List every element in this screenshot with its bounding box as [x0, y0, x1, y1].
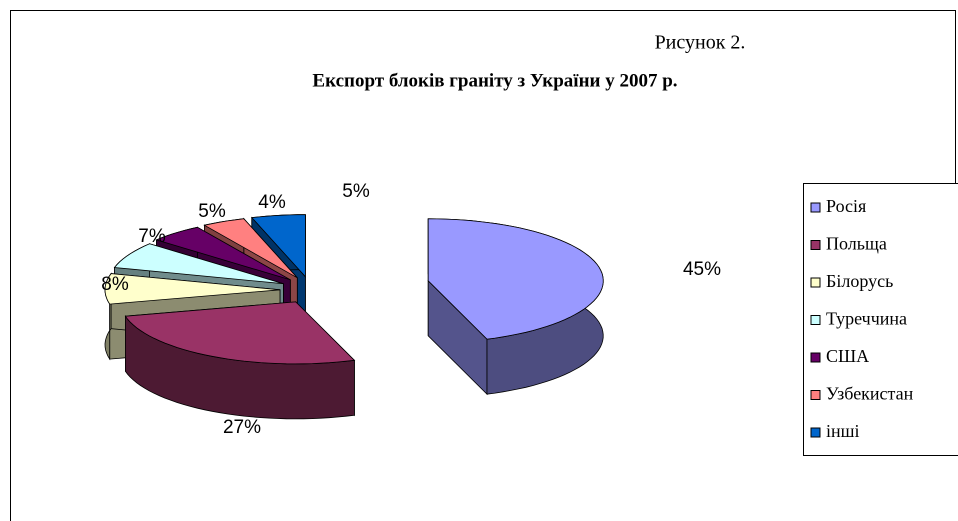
- legend-label: Узбекистан: [826, 384, 914, 404]
- legend-swatch: [810, 390, 821, 400]
- chart-caption: Рисунок 2.: [655, 32, 746, 54]
- legend-swatch: [810, 315, 821, 325]
- slice: [113, 243, 284, 285]
- data-label: 4%: [258, 192, 286, 213]
- legend-swatch: [810, 427, 821, 438]
- slice: [427, 218, 604, 340]
- legend-swatch: [810, 352, 821, 363]
- frame: [10, 10, 956, 521]
- slice: [124, 301, 356, 365]
- legend-swatch: [810, 240, 821, 250]
- data-label: 8%: [101, 274, 129, 295]
- legend-swatch: [810, 277, 821, 288]
- data-label: 5%: [198, 201, 226, 222]
- legend-box: [803, 183, 958, 456]
- slice: [155, 226, 291, 281]
- legend-label: Туреччина: [826, 309, 907, 329]
- slice: [104, 273, 281, 305]
- legend-label: Польща: [826, 234, 887, 254]
- data-label: 7%: [138, 226, 166, 247]
- legend-label: Білорусь: [826, 271, 893, 291]
- legend-label: інші: [826, 421, 860, 441]
- data-label: 5%: [342, 181, 370, 202]
- data-label: 27%: [223, 417, 261, 438]
- legend-label: США: [826, 346, 869, 366]
- legend-swatch: [810, 202, 821, 213]
- slice: [203, 218, 298, 279]
- slice: [250, 214, 306, 278]
- legend-label: Росія: [826, 196, 866, 216]
- chart-title: Експорт блоків граніту з України у 2007 …: [312, 70, 677, 91]
- data-label: 45%: [683, 259, 721, 280]
